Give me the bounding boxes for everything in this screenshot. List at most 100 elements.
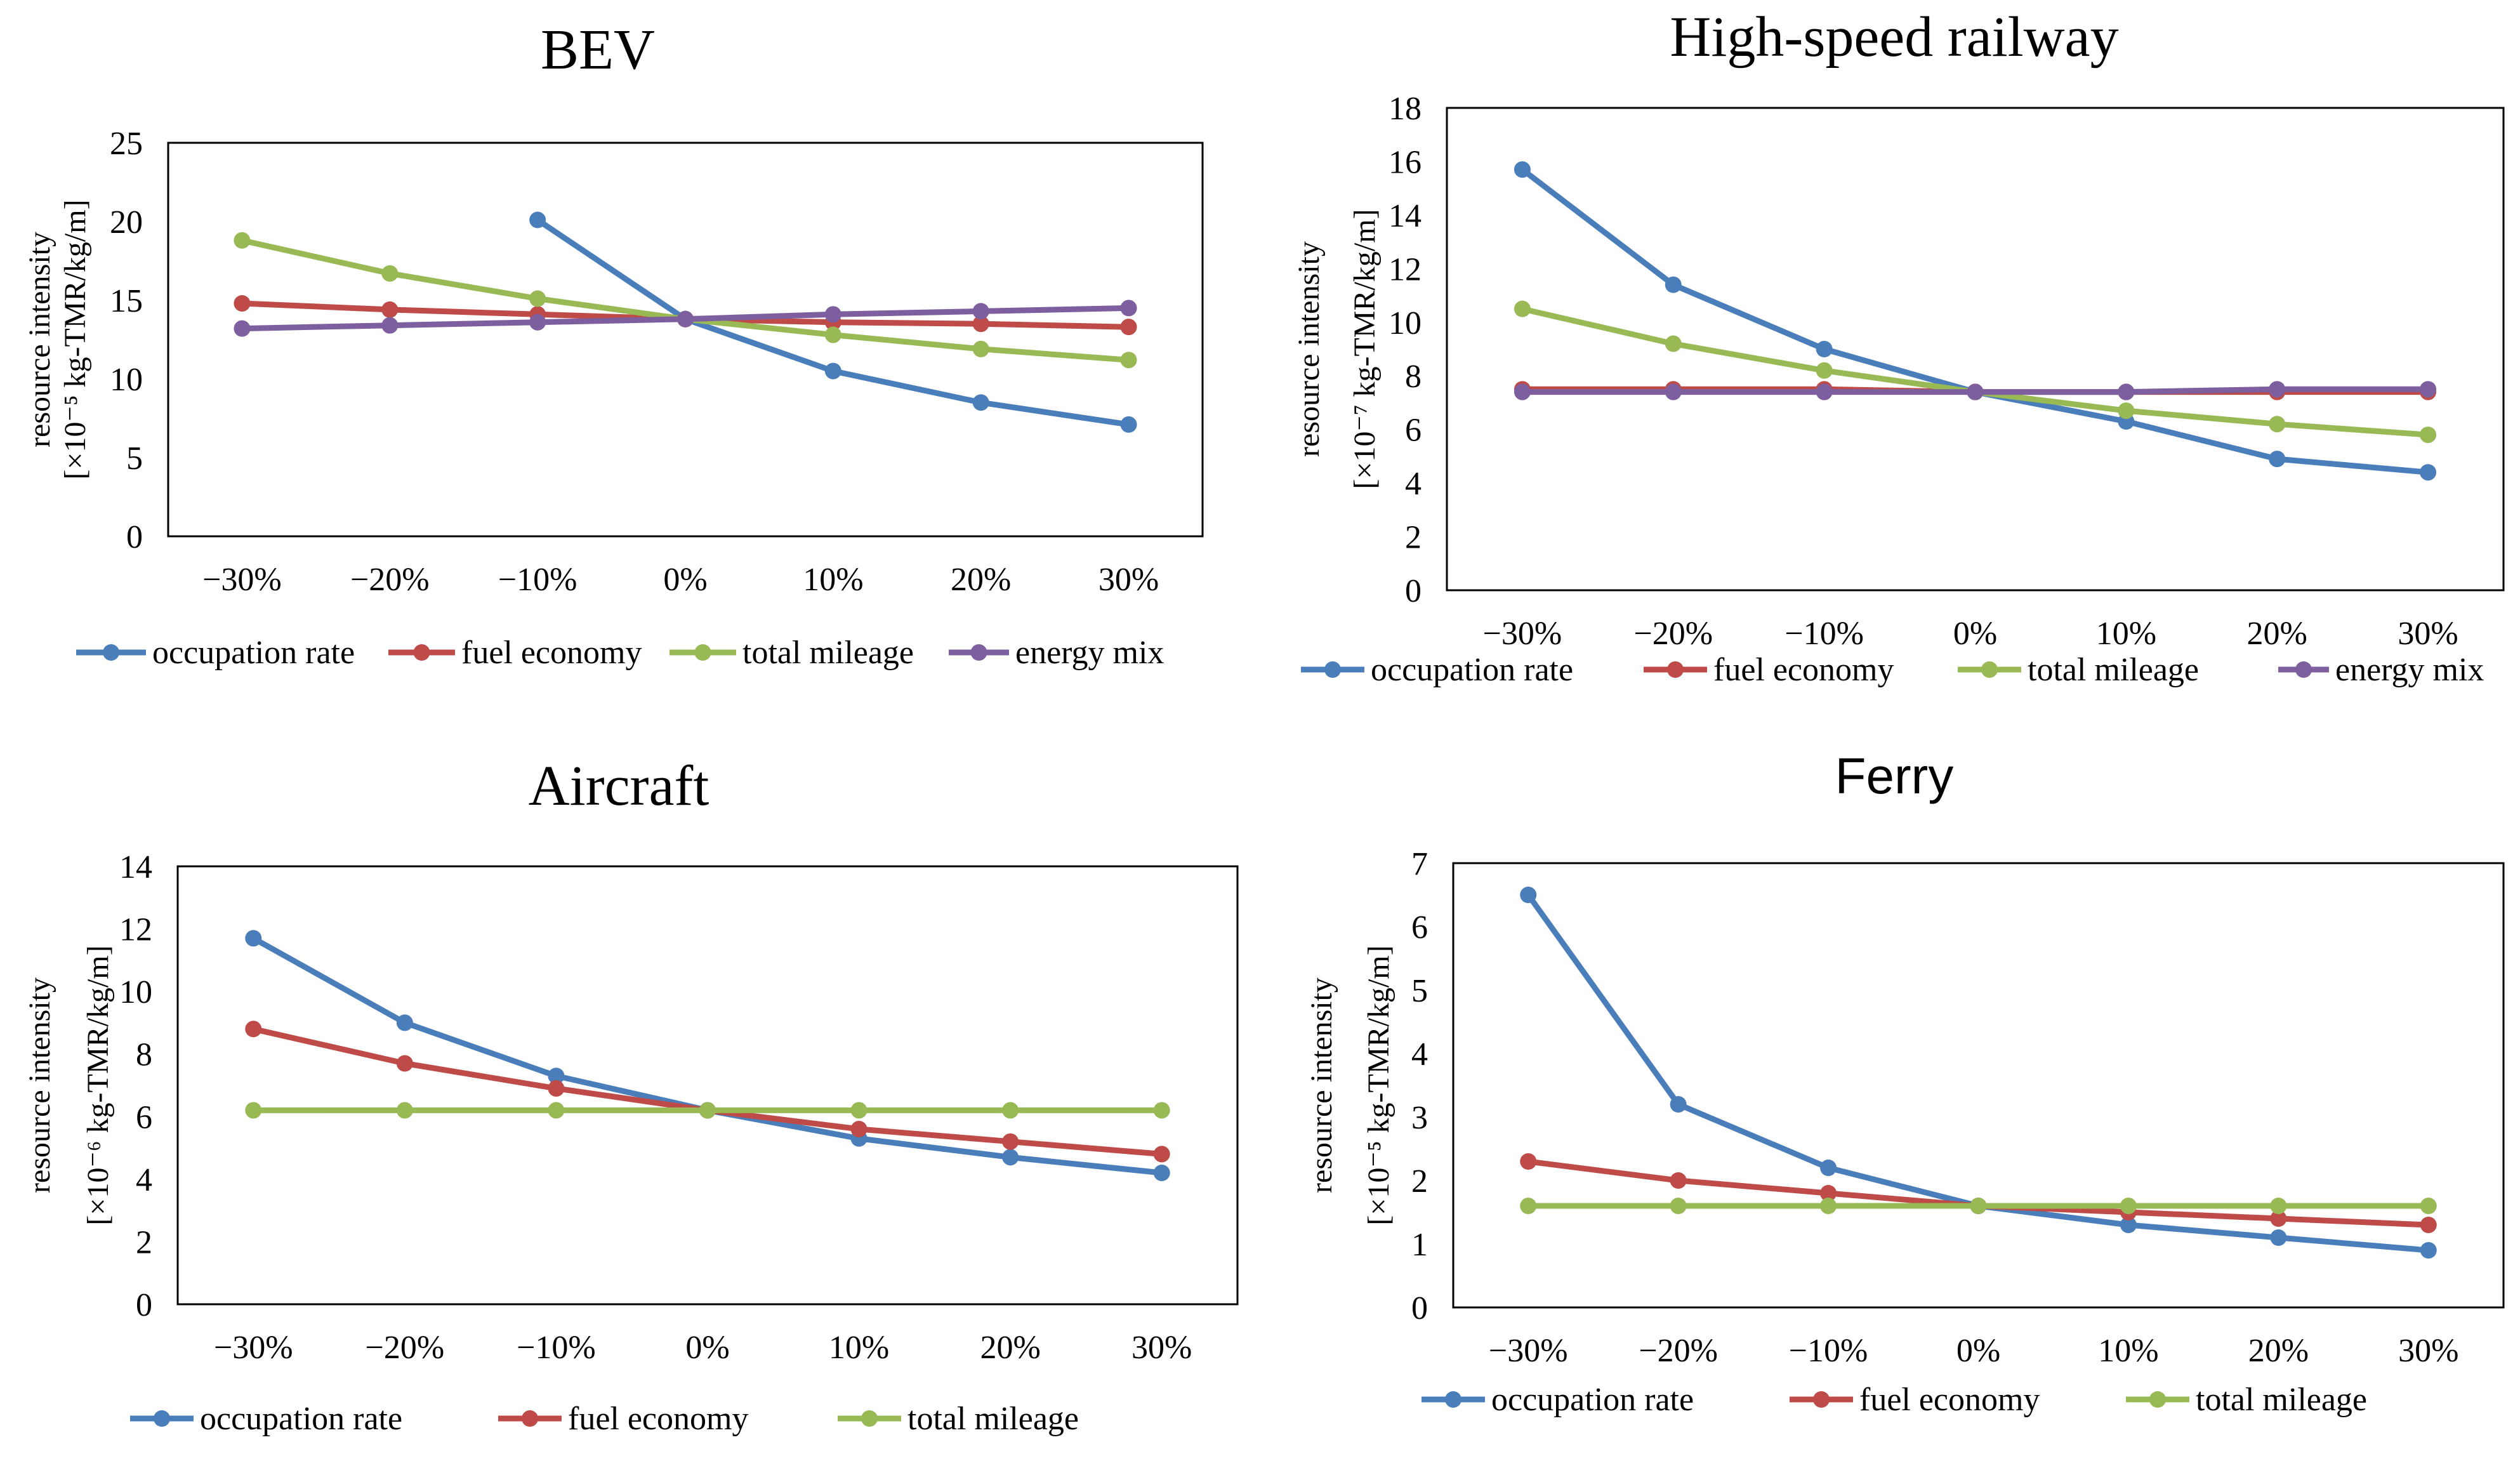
- x-tick-label: 20%: [951, 562, 1011, 598]
- y-tick-label: 16: [1389, 144, 1422, 180]
- legend: occupation rate fuel economy total mileage: [1422, 1382, 2367, 1418]
- y-axis-label: resource intensity: [23, 232, 56, 447]
- x-tick-label: 10%: [2096, 616, 2156, 652]
- x-tick-label: −30%: [214, 1330, 293, 1366]
- legend-swatch-marker: [1667, 661, 1684, 678]
- x-tick-label: 20%: [2247, 616, 2307, 652]
- y-tick-label: 18: [1389, 91, 1422, 127]
- data-point: [1665, 276, 1682, 293]
- data-point: [1514, 161, 1531, 178]
- data-point: [2270, 1198, 2287, 1214]
- series-energy-mix: [234, 300, 1137, 337]
- y-tick-label: 6: [1405, 413, 1422, 449]
- y-tick-label: 7: [1411, 846, 1428, 882]
- data-point: [1670, 1096, 1687, 1113]
- chart-2: High-speed railway 0 2 4 6 8 10 12 14 16 18 −30% −20…: [1292, 6, 2505, 688]
- y-axis-unit: [×10⁻⁵ kg-TMR/kg/m]: [58, 199, 92, 479]
- data-point: [2269, 381, 2286, 398]
- y-tick-label: 20: [110, 204, 143, 241]
- data-point: [824, 362, 841, 380]
- legend-label: total mileage: [907, 1401, 1079, 1437]
- data-point: [2420, 1242, 2437, 1259]
- data-point: [234, 320, 251, 337]
- y-tick-label: 2: [136, 1224, 152, 1260]
- legend-label: total mileage: [2196, 1382, 2367, 1418]
- data-point: [1520, 1153, 1537, 1170]
- legend-swatch-marker: [413, 644, 430, 661]
- data-point: [381, 265, 399, 282]
- data-point: [2420, 427, 2437, 444]
- data-point: [1002, 1133, 1019, 1150]
- data-point: [1120, 416, 1137, 433]
- legend-label: occupation rate: [200, 1401, 402, 1437]
- legend: occupation rate fuel economy total mileage: [130, 1401, 1079, 1437]
- y-tick-label: 8: [1405, 359, 1422, 395]
- y-tick-label: 6: [1411, 909, 1428, 946]
- series-energy-mix: [1514, 381, 2437, 400]
- y-axis-label: resource intensity: [1305, 977, 1338, 1193]
- x-tick-label: 10%: [829, 1330, 889, 1366]
- y-tick-label: 3: [1411, 1100, 1428, 1136]
- data-point: [1820, 1198, 1837, 1214]
- data-point: [1665, 335, 1682, 352]
- data-point: [1670, 1172, 1687, 1189]
- data-point: [1820, 1185, 1837, 1201]
- data-point: [1514, 300, 1531, 317]
- x-tick-label: 0%: [685, 1330, 729, 1366]
- data-point: [245, 1102, 262, 1119]
- x-tick-label: 0%: [1956, 1333, 2000, 1369]
- data-point: [677, 310, 694, 327]
- series-occupation-rate: [1514, 161, 2437, 481]
- data-point: [2269, 416, 2286, 433]
- x-tick-label: −20%: [1639, 1333, 1718, 1369]
- data-point: [548, 1068, 565, 1085]
- chart-4: Ferry 0 1 2 3 4 5 6 7 −30% −20% −10% 0% 10% 20% 30% reso…: [1305, 748, 2505, 1418]
- legend-swatch-marker: [970, 644, 987, 661]
- data-point: [2118, 383, 2135, 400]
- y-axis-unit: [×10⁻⁶ kg-TMR/kg/m]: [81, 945, 115, 1225]
- legend-label: energy mix: [2335, 652, 2484, 688]
- data-point: [396, 1102, 413, 1119]
- legend-swatch-marker: [2149, 1391, 2166, 1408]
- data-point: [1514, 383, 1531, 400]
- data-point: [396, 1014, 413, 1031]
- legend-swatch-marker: [694, 644, 711, 661]
- x-tick-label: −20%: [1633, 616, 1713, 652]
- x-tick-label: 30%: [2398, 616, 2458, 652]
- legend-swatch-marker: [103, 644, 119, 661]
- series-line: [250, 1026, 1165, 1157]
- data-point: [972, 315, 989, 333]
- data-point: [1816, 362, 1833, 379]
- legend-swatch-marker: [1445, 1391, 1461, 1408]
- data-point: [699, 1102, 716, 1119]
- legend-label: occupation rate: [1491, 1382, 1694, 1418]
- x-tick-label: 10%: [2098, 1333, 2158, 1369]
- data-point: [2118, 402, 2135, 420]
- data-point: [972, 303, 989, 320]
- data-point: [1816, 383, 1833, 400]
- series-fuel-economy: [245, 1021, 1170, 1163]
- legend: occupation rate fuel economy total mileage…: [76, 635, 1164, 671]
- legend-label: energy mix: [1015, 635, 1164, 671]
- data-point: [529, 211, 546, 228]
- legend-label: total mileage: [742, 635, 914, 671]
- data-point: [1153, 1165, 1170, 1181]
- x-tick-label: −30%: [1489, 1333, 1568, 1369]
- legend-label: fuel economy: [568, 1401, 748, 1437]
- y-tick-label: 0: [1411, 1290, 1428, 1326]
- data-point: [1120, 300, 1137, 317]
- series-line: [1519, 306, 2431, 438]
- data-point: [2420, 381, 2437, 398]
- series-line: [1525, 892, 2432, 1253]
- x-tick-label: −20%: [366, 1330, 445, 1366]
- x-tick-label: 0%: [1953, 616, 1997, 652]
- y-tick-label: 15: [110, 283, 143, 319]
- legend-swatch-marker: [2295, 661, 2312, 678]
- y-tick-label: 10: [119, 974, 152, 1010]
- data-point: [381, 301, 399, 318]
- data-point: [1153, 1146, 1170, 1163]
- data-point: [1970, 1198, 1987, 1214]
- data-point: [972, 340, 989, 357]
- x-tick-label: −30%: [1483, 616, 1562, 652]
- series-fuel-economy: [1520, 1153, 2437, 1233]
